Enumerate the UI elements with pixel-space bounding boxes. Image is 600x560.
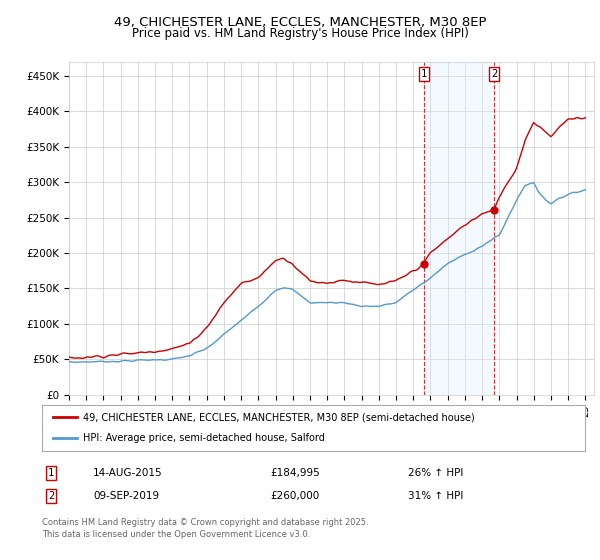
Text: 49, CHICHESTER LANE, ECCLES, MANCHESTER, M30 8EP: 49, CHICHESTER LANE, ECCLES, MANCHESTER,… bbox=[114, 16, 486, 29]
Text: £260,000: £260,000 bbox=[270, 491, 319, 501]
Text: HPI: Average price, semi-detached house, Salford: HPI: Average price, semi-detached house,… bbox=[83, 433, 325, 444]
Bar bbox=[424, 62, 494, 395]
Text: Contains HM Land Registry data © Crown copyright and database right 2025.
This d: Contains HM Land Registry data © Crown c… bbox=[42, 518, 368, 539]
Text: 31% ↑ HPI: 31% ↑ HPI bbox=[408, 491, 463, 501]
Text: 2: 2 bbox=[491, 69, 497, 78]
Text: Price paid vs. HM Land Registry's House Price Index (HPI): Price paid vs. HM Land Registry's House … bbox=[131, 27, 469, 40]
Text: 26% ↑ HPI: 26% ↑ HPI bbox=[408, 468, 463, 478]
Text: 14-AUG-2015: 14-AUG-2015 bbox=[93, 468, 163, 478]
Text: 1: 1 bbox=[48, 468, 54, 478]
Text: 1: 1 bbox=[421, 69, 427, 78]
Text: 2: 2 bbox=[48, 491, 54, 501]
Text: 49, CHICHESTER LANE, ECCLES, MANCHESTER, M30 8EP (semi-detached house): 49, CHICHESTER LANE, ECCLES, MANCHESTER,… bbox=[83, 412, 475, 422]
Text: 09-SEP-2019: 09-SEP-2019 bbox=[93, 491, 159, 501]
Text: £184,995: £184,995 bbox=[270, 468, 320, 478]
